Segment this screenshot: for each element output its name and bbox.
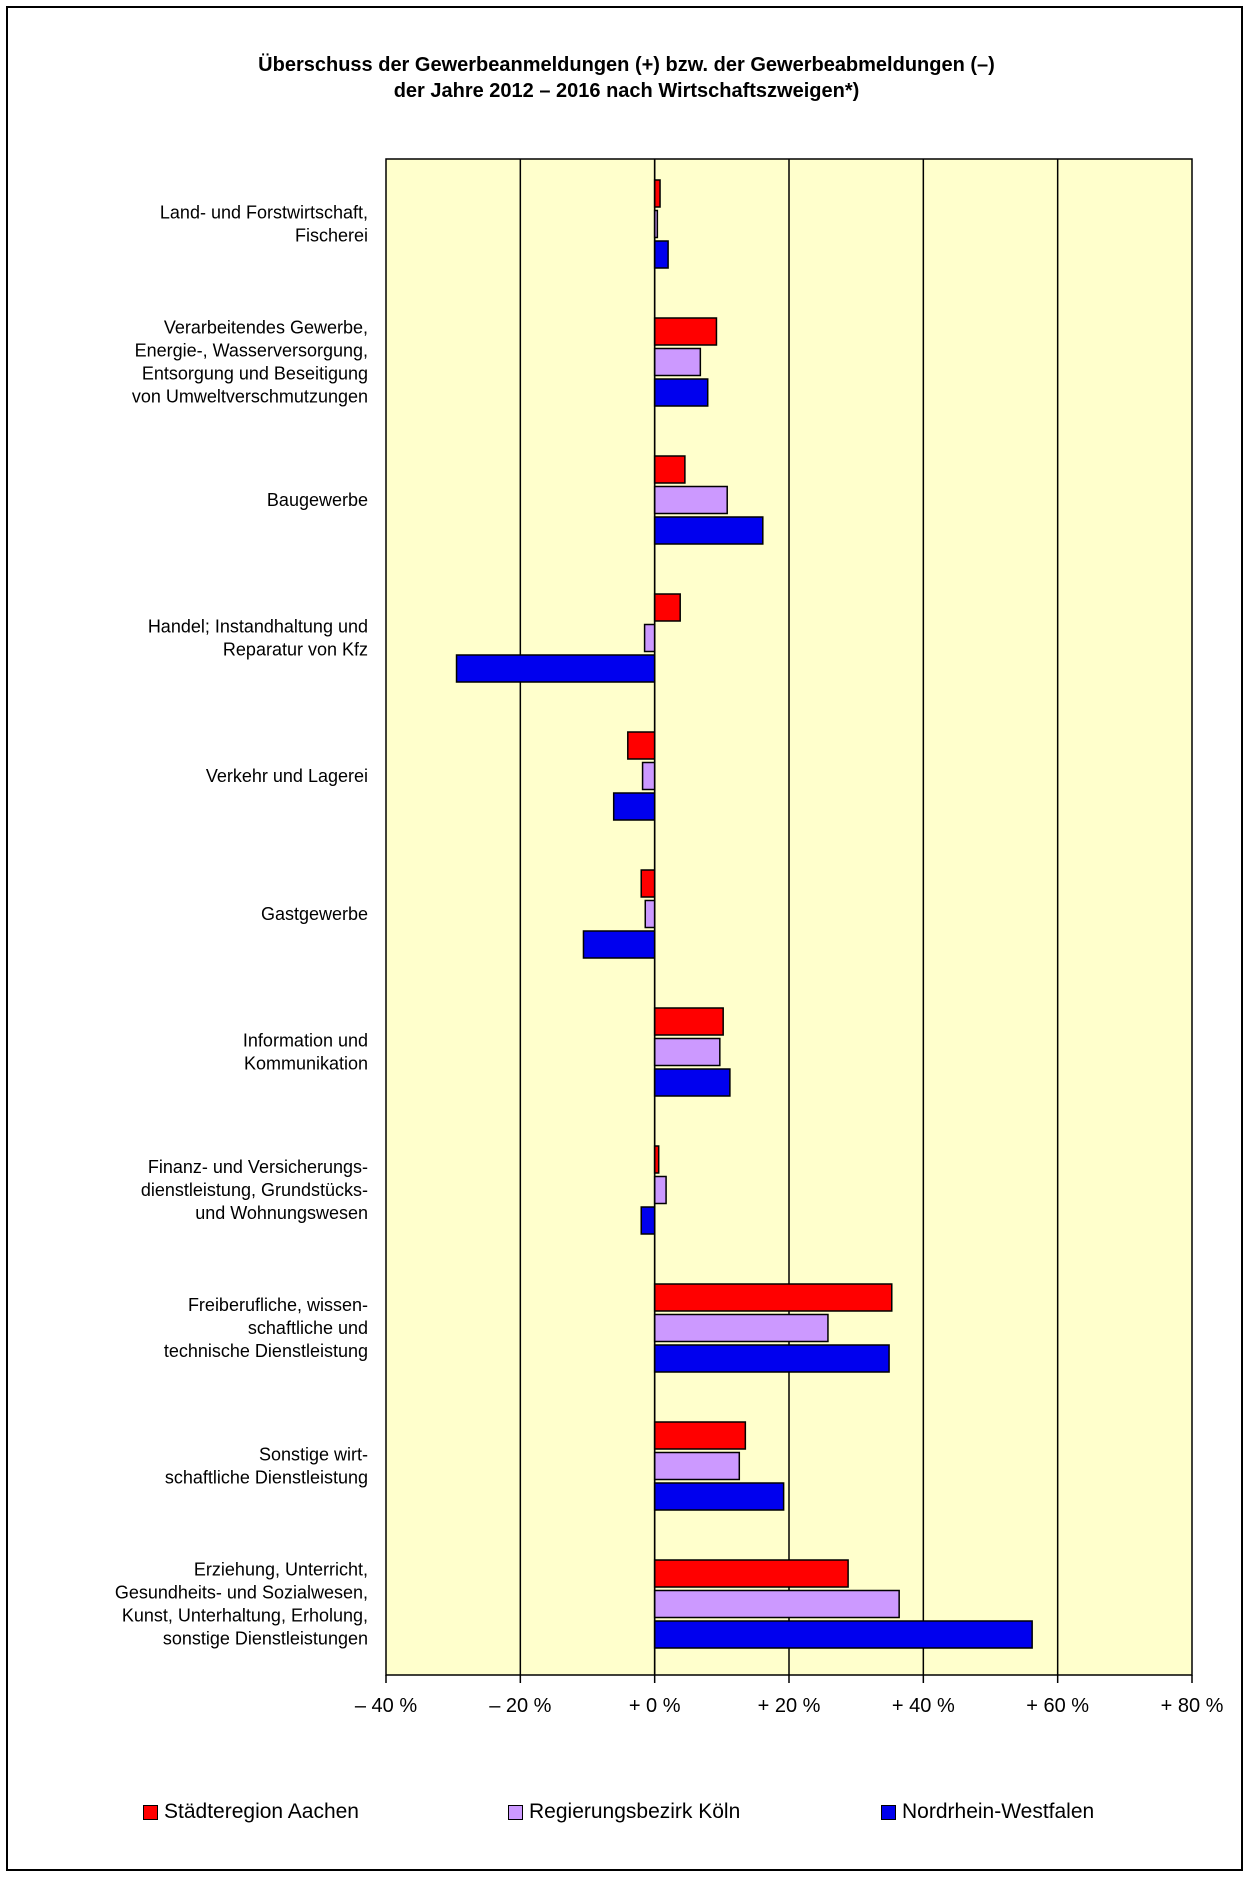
category-label-line: Baugewerbe (267, 490, 368, 510)
bar (653, 1620, 1033, 1649)
category-label-line: Fischerei (295, 226, 368, 246)
x-tick-label: – 20 % (489, 1695, 551, 1717)
category-label-line: technische Dienstleistung (164, 1341, 368, 1361)
x-tick-label: + 20 % (758, 1695, 821, 1717)
bar (653, 1344, 890, 1373)
category-label-line: Kunst, Unterhaltung, Erholung, (122, 1606, 368, 1626)
category-label-line: sonstige Dienstleistungen (163, 1629, 368, 1649)
category-label: Verkehr und Lagerei (206, 766, 368, 786)
chart-title-line-2: der Jahre 2012 – 2016 nach Wirtschaftszw… (393, 80, 860, 102)
legend-swatch (143, 1804, 158, 1820)
category-label-line: Kommunikation (244, 1054, 368, 1074)
legend-item-staedteregion-aachen: Städteregion Aachen (143, 1800, 359, 1824)
bar (653, 240, 669, 269)
category-label-line: Land- und Forstwirtschaft, (160, 203, 368, 223)
bar (653, 179, 661, 208)
category-label-line: Erziehung, Unterricht, (194, 1560, 368, 1580)
category-label: Land- und Forstwirtschaft, Fischerei (160, 203, 368, 246)
category-label-line: Reparatur von Kfz (223, 640, 368, 660)
category-label: Gastgewerbe (261, 904, 368, 924)
bar (653, 516, 764, 545)
bar (653, 1559, 849, 1588)
category-label: Handel; Instandhaltung und Reparatur von … (148, 617, 368, 660)
category-label: Sonstige wirt-schaftliche Dienstleistung (165, 1445, 368, 1488)
bar (653, 1482, 785, 1511)
x-tick-label: + 80 % (1161, 1695, 1224, 1717)
bar (653, 593, 681, 622)
bar (627, 731, 656, 760)
bar (644, 899, 656, 929)
bar (653, 485, 728, 515)
bar (653, 1283, 893, 1312)
category-label-line: Finanz- und Versicherungs- (148, 1157, 368, 1177)
bar (653, 455, 686, 484)
bar (653, 1175, 667, 1205)
bar (582, 930, 656, 959)
category-label: Erziehung, Unterricht, Gesundheits- und S… (115, 1560, 368, 1649)
x-tick-label: + 0 % (629, 1695, 681, 1717)
bar (653, 1037, 721, 1067)
category-label-line: und Wohnungswesen (195, 1203, 368, 1223)
bar (653, 1421, 747, 1450)
category-label-line: schaftliche Dienstleistung (165, 1468, 368, 1488)
category-label-line: Sonstige wirt- (259, 1445, 368, 1465)
legend-label: Nordrhein-Westfalen (902, 1800, 1095, 1823)
legend-item-regierungsbezirk-koeln: Regierungsbezirk Köln (508, 1800, 740, 1824)
x-tick-label: + 40 % (892, 1695, 955, 1717)
bar (653, 1313, 829, 1343)
bar (455, 654, 656, 683)
category-label: Finanz- und Versicherungs-dienstleistung… (141, 1157, 368, 1223)
bar (643, 623, 656, 653)
chart-title-line-1: Überschuss der Gewerbeanmeldungen (+) bz… (258, 54, 995, 76)
bar (653, 378, 709, 407)
category-label-line: Information und (243, 1031, 368, 1051)
bar (653, 1589, 900, 1619)
x-tick-label: – 40 % (355, 1695, 417, 1717)
chart-title: Überschuss der Gewerbeanmeldungen (+) bz… (0, 52, 1253, 104)
bar (653, 347, 702, 377)
category-label-line: Gastgewerbe (261, 904, 368, 924)
legend-swatch (881, 1804, 896, 1820)
category-label-line: dienstleistung, Grundstücks- (141, 1180, 368, 1200)
category-label-line: Entsorgung und Beseitigung (142, 364, 368, 384)
category-label-line: Verkehr und Lagerei (206, 766, 368, 786)
category-label-line: Handel; Instandhaltung und (148, 617, 368, 637)
legend-label: Regierungsbezirk Köln (529, 1800, 741, 1823)
bar (653, 1451, 741, 1481)
bar (653, 317, 718, 346)
category-label: Freiberufliche, wissen-schaftliche und te… (164, 1295, 368, 1361)
category-label-line: schaftliche und (248, 1318, 368, 1338)
legend-swatch (508, 1804, 523, 1820)
category-label-line: von Umweltverschmutzungen (132, 387, 368, 407)
bar (640, 869, 656, 898)
legend-label: Städteregion Aachen (164, 1800, 359, 1823)
category-label: Baugewerbe (267, 490, 368, 510)
category-label-line: Verarbeitendes Gewerbe, (164, 318, 368, 338)
category-label-line: Freiberufliche, wissen- (188, 1295, 368, 1315)
category-label-line: Gesundheits- und Sozialwesen, (115, 1583, 368, 1603)
bar (641, 761, 656, 791)
category-label: Verarbeitendes Gewerbe, Energie-, Wasserv… (132, 318, 368, 407)
x-tick-label: + 60 % (1026, 1695, 1089, 1717)
bar (640, 1206, 656, 1235)
bar (653, 1007, 724, 1036)
legend-item-nordrhein-westfalen: Nordrhein-Westfalen (881, 1800, 1094, 1824)
bar (612, 792, 656, 821)
bar (653, 1068, 731, 1097)
category-label: Information und Kommunikation (243, 1031, 368, 1074)
category-label-line: Energie-, Wasserversorgung, (135, 341, 368, 361)
